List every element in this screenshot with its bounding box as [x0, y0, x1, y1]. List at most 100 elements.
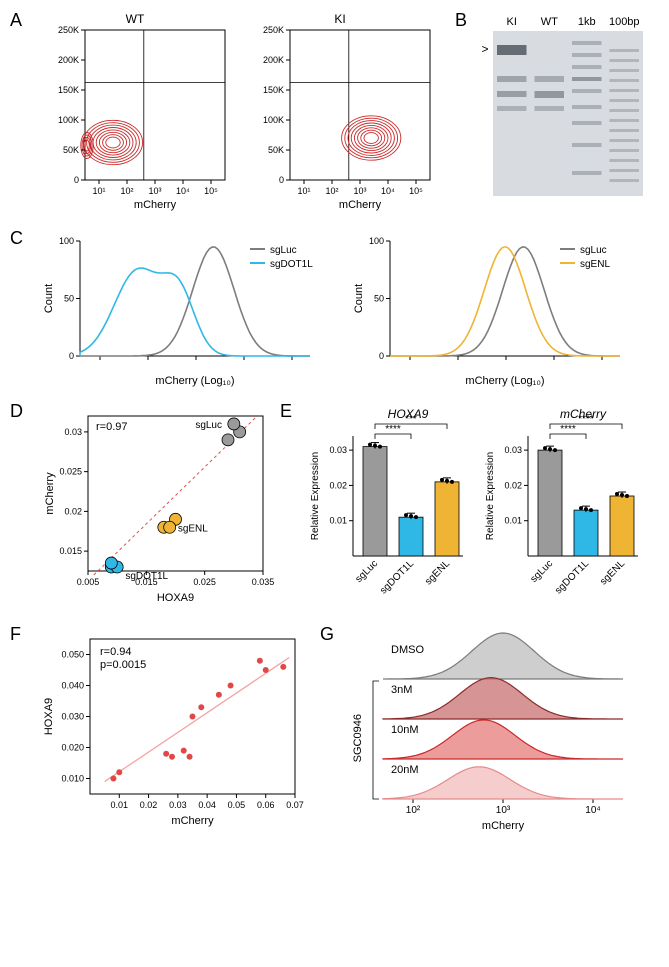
- svg-text:SGC0946: SGC0946: [352, 714, 364, 762]
- svg-text:0: 0: [69, 351, 74, 361]
- svg-text:Relative Expression: Relative Expression: [310, 452, 321, 540]
- panel-b: KIWT1kb100bp>: [475, 10, 650, 205]
- svg-text:150K: 150K: [58, 85, 79, 95]
- svg-text:mCherry (Log₁₀): mCherry (Log₁₀): [155, 375, 234, 387]
- svg-text:0.06: 0.06: [257, 800, 275, 810]
- svg-text:0.010: 0.010: [61, 774, 84, 784]
- svg-text:10³: 10³: [496, 805, 511, 816]
- svg-text:0.01: 0.01: [329, 516, 347, 526]
- panel-c: 0 50 100 Count mCherry (Log₁₀) sgLuc sgDOT1L 0 5…: [30, 228, 650, 393]
- svg-text:10⁴: 10⁴: [176, 186, 190, 196]
- svg-text:0.07: 0.07: [286, 800, 304, 810]
- svg-text:1kb: 1kb: [578, 16, 596, 28]
- svg-text:10²: 10²: [120, 186, 133, 196]
- panel-d: 0.0050.0150.0250.0350.0150.020.0250.03HO…: [30, 401, 280, 616]
- svg-text:***: ***: [405, 414, 417, 425]
- svg-text:p=0.0015: p=0.0015: [100, 659, 146, 671]
- svg-text:sgENL: sgENL: [178, 523, 208, 534]
- svg-text:0.02: 0.02: [329, 480, 347, 490]
- svg-text:sgDOT1L: sgDOT1L: [378, 558, 416, 596]
- svg-text:Relative Expression: Relative Expression: [485, 452, 496, 540]
- panel-label-a: A: [10, 10, 30, 31]
- svg-text:sgLuc: sgLuc: [528, 558, 555, 585]
- svg-text:Count: Count: [43, 284, 55, 313]
- svg-text:250K: 250K: [263, 25, 284, 35]
- svg-text:10¹: 10¹: [92, 186, 105, 196]
- svg-text:r=0.94: r=0.94: [100, 646, 132, 658]
- panel-e: HOXA90.010.020.03Relative ExpressionsgLu…: [300, 401, 650, 616]
- svg-text:Count: Count: [353, 284, 365, 313]
- panel-a: WT050K100K150K200K250K10¹10²10³10⁴10⁵mCh…: [30, 10, 450, 220]
- svg-text:0.01: 0.01: [111, 800, 129, 810]
- svg-text:0.035: 0.035: [252, 577, 275, 587]
- svg-text:sgENL: sgENL: [598, 558, 627, 587]
- svg-text:HOXA9: HOXA9: [157, 592, 194, 604]
- svg-text:100: 100: [369, 236, 384, 246]
- svg-text:10²: 10²: [406, 805, 421, 816]
- svg-text:sgLuc: sgLuc: [580, 245, 607, 256]
- svg-text:0: 0: [279, 175, 284, 185]
- panel-f: 0.010.020.030.040.050.060.070.0100.0200.…: [30, 624, 310, 834]
- svg-text:sgLuc: sgLuc: [195, 420, 222, 431]
- svg-text:100: 100: [59, 236, 74, 246]
- svg-text:0.01: 0.01: [504, 516, 522, 526]
- svg-text:sgENL: sgENL: [580, 259, 610, 270]
- svg-text:10³: 10³: [148, 186, 161, 196]
- svg-text:0.015: 0.015: [59, 546, 82, 556]
- svg-text:0.040: 0.040: [61, 681, 84, 691]
- svg-text:WT: WT: [541, 16, 558, 28]
- panel-label-e: E: [280, 401, 300, 422]
- svg-text:****: ****: [578, 414, 594, 425]
- svg-text:0.03: 0.03: [64, 427, 82, 437]
- svg-text:200K: 200K: [58, 55, 79, 65]
- svg-text:100K: 100K: [263, 115, 284, 125]
- svg-text:100bp: 100bp: [609, 16, 640, 28]
- svg-text:KI: KI: [334, 12, 345, 26]
- panel-label-d: D: [10, 401, 30, 422]
- panel-label-c: C: [10, 228, 30, 249]
- svg-text:****: ****: [560, 424, 576, 435]
- svg-text:10³: 10³: [353, 186, 366, 196]
- panel-label-f: F: [10, 624, 30, 645]
- svg-text:0.025: 0.025: [193, 577, 216, 587]
- svg-text:200K: 200K: [263, 55, 284, 65]
- row-4: F 0.010.020.030.040.050.060.070.0100.020…: [10, 624, 659, 834]
- svg-text:sgDOT1L: sgDOT1L: [125, 571, 168, 582]
- svg-text:mCherry: mCherry: [482, 820, 525, 832]
- svg-text:sgLuc: sgLuc: [270, 245, 297, 256]
- svg-text:50K: 50K: [268, 145, 284, 155]
- svg-text:0.005: 0.005: [77, 577, 100, 587]
- panel-label-g: G: [320, 624, 340, 645]
- svg-text:sgDOT1L: sgDOT1L: [553, 558, 591, 596]
- svg-text:0.02: 0.02: [64, 506, 82, 516]
- svg-text:20nM: 20nM: [391, 764, 419, 776]
- svg-text:0.050: 0.050: [61, 650, 84, 660]
- row-3: D 0.0050.0150.0250.0350.0150.020.0250.03…: [10, 401, 659, 616]
- svg-text:DMSO: DMSO: [391, 644, 424, 656]
- svg-text:0.02: 0.02: [140, 800, 158, 810]
- svg-text:10⁴: 10⁴: [381, 186, 395, 196]
- svg-text:3nM: 3nM: [391, 684, 412, 696]
- svg-text:sgDOT1L: sgDOT1L: [270, 259, 313, 270]
- svg-text:0: 0: [379, 351, 384, 361]
- svg-text:50: 50: [64, 294, 74, 304]
- svg-text:****: ****: [385, 424, 401, 435]
- svg-text:50: 50: [374, 294, 384, 304]
- svg-text:KI: KI: [507, 16, 517, 28]
- svg-text:150K: 150K: [263, 85, 284, 95]
- svg-text:10²: 10²: [325, 186, 338, 196]
- svg-text:10¹: 10¹: [297, 186, 310, 196]
- svg-text:0.05: 0.05: [228, 800, 246, 810]
- svg-text:0.04: 0.04: [198, 800, 216, 810]
- svg-text:50K: 50K: [63, 145, 79, 155]
- svg-text:10nM: 10nM: [391, 724, 419, 736]
- svg-text:0.02: 0.02: [504, 480, 522, 490]
- svg-text:0.025: 0.025: [59, 467, 82, 477]
- svg-text:100K: 100K: [58, 115, 79, 125]
- svg-text:10⁴: 10⁴: [585, 805, 600, 816]
- svg-text:mCherry: mCherry: [339, 199, 382, 211]
- svg-text:0.03: 0.03: [329, 445, 347, 455]
- svg-text:250K: 250K: [58, 25, 79, 35]
- svg-text:0: 0: [74, 175, 79, 185]
- svg-text:mCherry: mCherry: [171, 815, 214, 827]
